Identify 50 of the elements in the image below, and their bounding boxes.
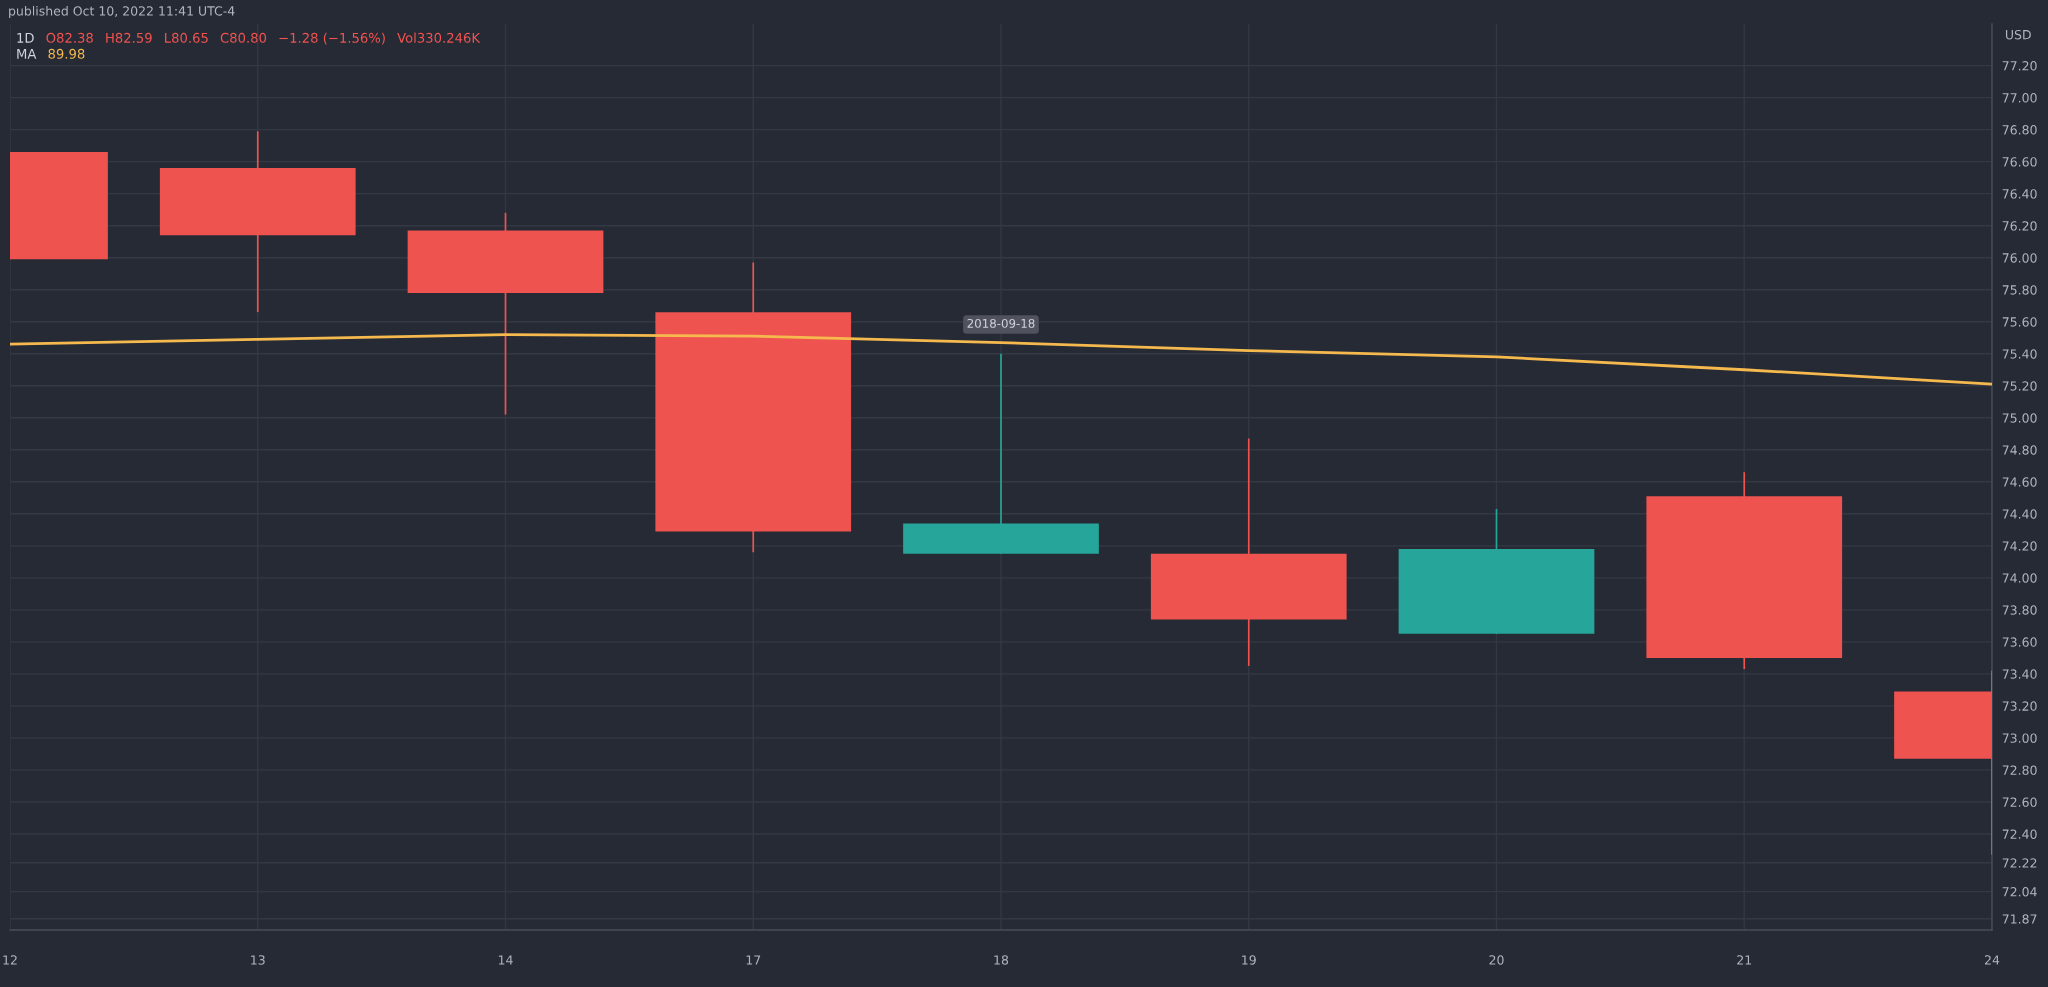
annotation: −1.28 (−1.56%) [279,32,385,45]
y-tick-label: 77.00 [2002,93,2037,103]
y-tick-label: 74.60 [2002,477,2037,487]
x-tick-label: 14 [498,955,513,965]
y-tick-label: 77.20 [2002,61,2037,71]
x-tick-label: 17 [746,955,761,965]
annotation: 2018-09-18 [967,318,1035,328]
y-tick-label: 76.80 [2002,125,2037,135]
y-tick-label: 72.04 [2002,887,2037,897]
x-tick-label: 20 [1489,955,1504,965]
y-tick-label: 73.60 [2002,637,2037,647]
x-tick-label: 24 [1984,955,2000,965]
y-tick-label: 72.40 [2002,829,2037,839]
annotation: 89.98 [48,48,85,59]
y-tick-label: 72.22 [2002,858,2037,868]
annotation: L80.65 [165,32,208,43]
y-tick-label: 71.87 [2002,914,2037,924]
x-tick-label: 21 [1737,955,1752,965]
y-tick-label: 74.40 [2002,509,2037,519]
line-series [10,333,1992,386]
y-tick-label: 75.40 [2002,349,2037,359]
text: published Oct 10, 2022 11:41 UTC-4 [9,5,235,19]
y-tick-label: 72.80 [2002,765,2037,775]
y-tick-label: 75.60 [2002,317,2037,327]
annotation: Vol330.246K [397,32,481,43]
y-tick-label: 75.00 [2002,413,2037,423]
text: MA [17,49,37,59]
y-tick-label: 72.60 [2002,797,2037,807]
y-tick-label: 76.20 [2002,221,2037,231]
y-tick-label: 76.00 [2002,253,2037,263]
x-tick-label: 13 [251,955,265,965]
y-tick-label: 75.20 [2002,381,2037,391]
y-tick-label: 74.00 [2002,573,2037,583]
y-tick-label: 73.40 [2002,669,2037,679]
y-tick-label: 73.20 [2002,701,2037,711]
y-tick-label: 74.20 [2002,541,2037,551]
annotation: O82.38 [46,32,93,43]
x-tick-label: 12 [3,955,17,965]
y-tick-label: 76.40 [2002,189,2037,199]
y-tick-label: 76.60 [2002,157,2037,167]
y-tick-label: 75.80 [2002,285,2037,295]
x-tick-label: 19 [1242,955,1256,965]
annotation: H82.59 [106,32,152,43]
x-tick-label: 18 [994,955,1009,965]
y-axis-title: USD [2005,29,2031,40]
annotation: C80.80 [220,32,267,43]
text: 1D [17,33,34,43]
y-tick-label: 74.80 [2002,445,2037,455]
y-tick-label: 73.80 [2002,605,2037,615]
y-tick-label: 73.00 [2002,733,2037,743]
